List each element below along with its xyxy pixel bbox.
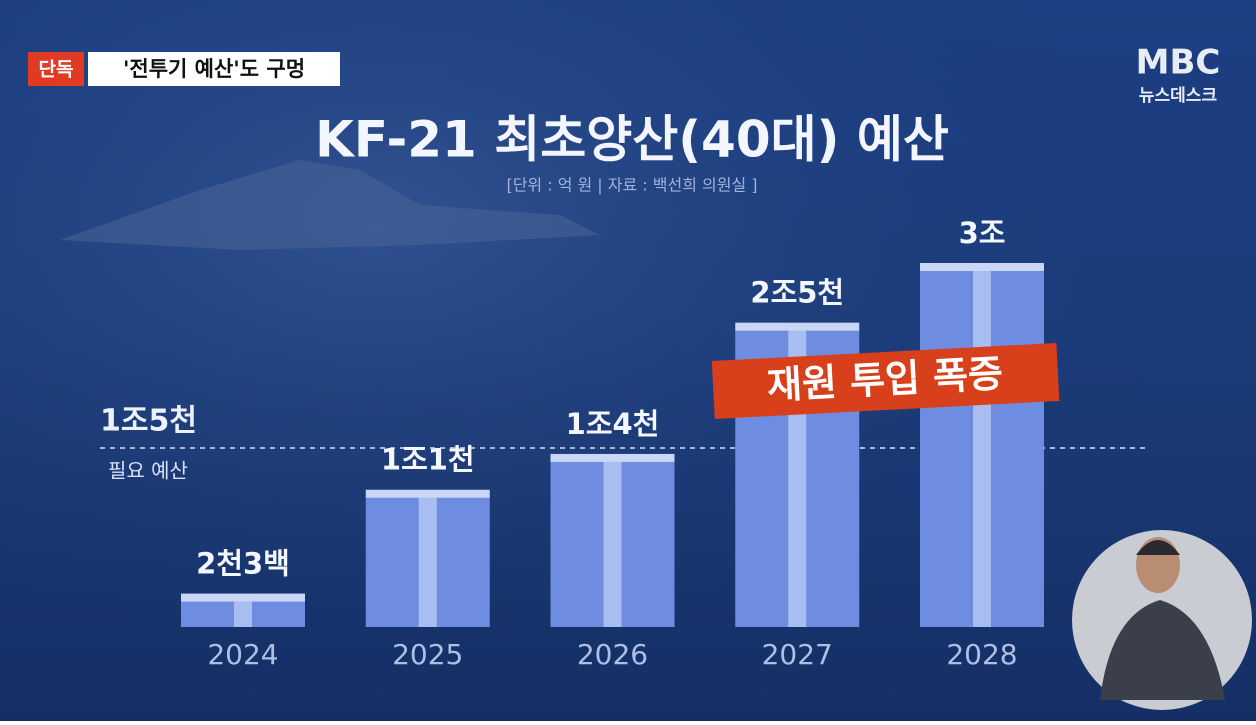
reference-label: 1조5천	[100, 404, 197, 439]
chart-title: KF-21 최초양산(40대) 예산	[315, 111, 949, 169]
value-label: 2천3백	[196, 547, 290, 581]
bar-cap	[920, 263, 1044, 271]
value-label: 1조4천	[566, 407, 660, 441]
logo-program: 뉴스데스크	[1139, 86, 1218, 106]
interpreter-hair	[1136, 540, 1180, 555]
bar-cap	[735, 322, 860, 331]
badge: 단독	[39, 59, 74, 81]
x-tick-label: 2028	[946, 638, 1017, 671]
x-tick-label: 2025	[392, 638, 463, 671]
bar-cap	[550, 453, 675, 462]
headline-box	[88, 52, 340, 86]
value-label: 3조	[959, 216, 1006, 250]
chart-subtitle: [단위 : 억 원 | 자료 : 백선희 의원실 ]	[506, 176, 757, 195]
value-label: 1조1천	[381, 443, 475, 477]
reference-note: 필요 예산	[108, 459, 188, 483]
bar-cap	[181, 593, 305, 602]
annotation-box	[711, 342, 1060, 419]
interpreter-body	[1100, 600, 1225, 700]
x-tick-label: 2027	[762, 638, 833, 671]
jet-silhouette	[60, 160, 600, 250]
bar-cap	[365, 489, 490, 498]
badge-box	[28, 52, 84, 86]
interpreter	[1072, 530, 1252, 710]
logo-brand: MBC	[1136, 43, 1221, 83]
bar-highlight	[603, 459, 622, 627]
value-label: 2조5천	[750, 276, 844, 310]
x-tick-label: 2026	[577, 638, 648, 671]
x-tick-label: 2024	[207, 638, 278, 671]
headline: '전투기 예산'도 구멍	[123, 57, 305, 81]
bar-highlight	[418, 495, 437, 627]
bar-highlight	[234, 599, 252, 627]
bar-highlight	[973, 269, 991, 627]
annotation-group: 재원 투입 폭증	[711, 342, 1060, 419]
